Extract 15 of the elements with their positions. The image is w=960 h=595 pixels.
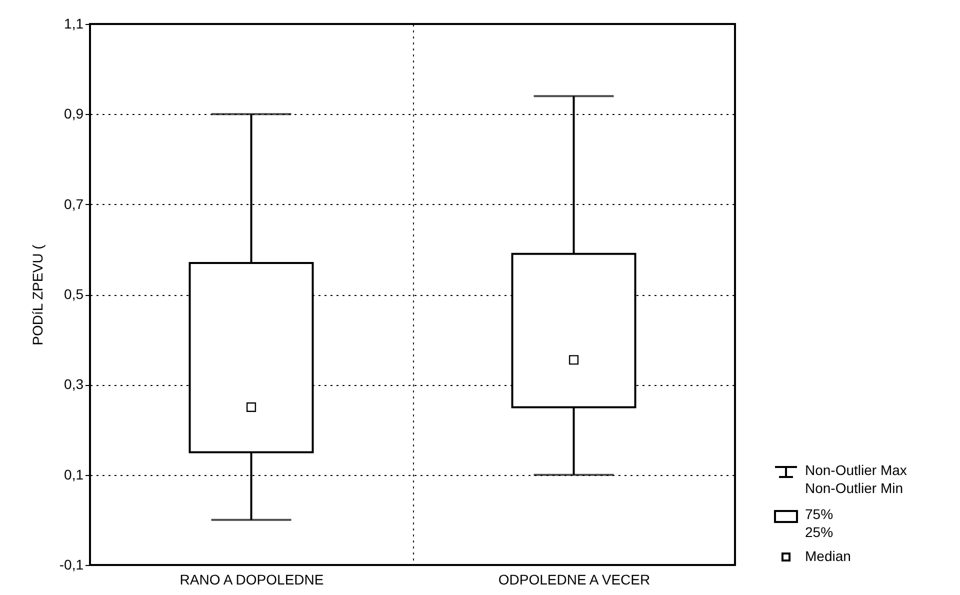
text: Non-Outlier Min bbox=[805, 480, 904, 496]
y-tick-label: 0,1 bbox=[64, 466, 84, 482]
x-tick-label: ODPOLEDNE A VECER bbox=[498, 572, 650, 588]
y-tick-label: 0,9 bbox=[64, 106, 84, 122]
y-tick-label: 0,3 bbox=[64, 376, 84, 392]
text: 25% bbox=[805, 524, 834, 540]
x-tick-label: RANO A DOPOLEDNE bbox=[180, 572, 324, 588]
y-axis-title: PODíL ZPEVU ( bbox=[29, 244, 46, 346]
text: Median bbox=[805, 548, 851, 564]
text: Non-Outlier Max bbox=[805, 462, 907, 478]
y-tick-label: 0,7 bbox=[64, 196, 84, 212]
text: 75% bbox=[805, 506, 834, 522]
y-tick-label: 1,1 bbox=[64, 16, 84, 32]
y-tick-label: 0,5 bbox=[64, 286, 84, 302]
y-tick-label: -0,1 bbox=[59, 556, 84, 572]
